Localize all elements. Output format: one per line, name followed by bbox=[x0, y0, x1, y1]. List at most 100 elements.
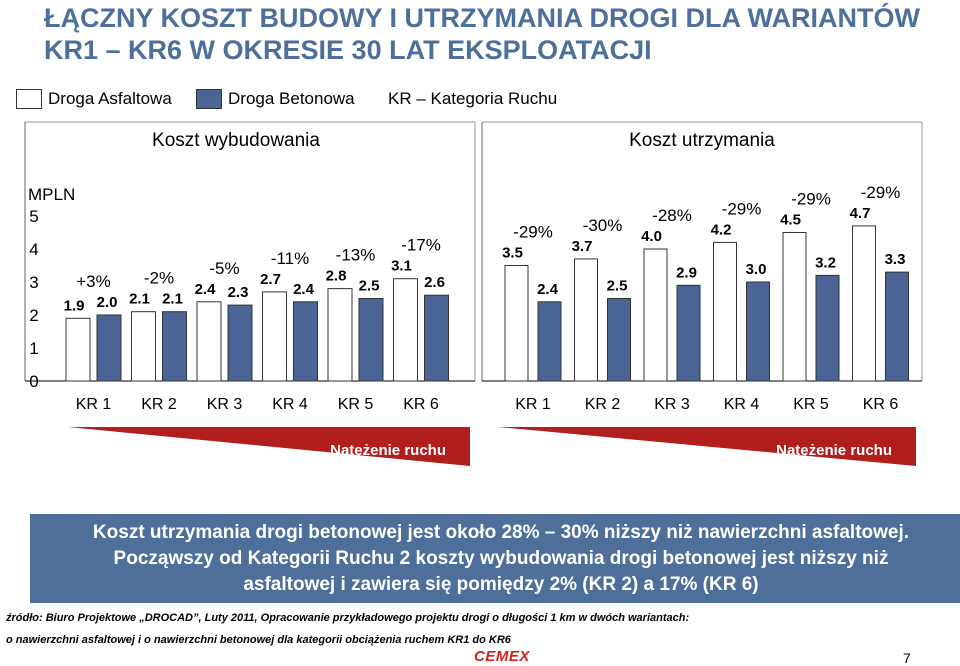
asphalt-value-label: 4.2 bbox=[711, 221, 732, 238]
x-tick-label: KR 5 bbox=[793, 396, 829, 413]
x-tick-label: KR 4 bbox=[724, 396, 760, 413]
asphalt-value-label: 3.1 bbox=[391, 258, 412, 275]
asphalt-bar bbox=[65, 317, 91, 382]
x-tick-label: KR 3 bbox=[207, 396, 243, 413]
percent-change-label: -28% bbox=[652, 206, 692, 225]
asphalt-bar bbox=[504, 265, 529, 382]
cost-chart: Koszt wybudowania 1.9 2.0 +3% KR 1 2.1 2.1 -2% K… bbox=[24, 121, 923, 466]
y-tick-label: 2 bbox=[29, 306, 38, 325]
asphalt-bar bbox=[574, 258, 598, 382]
page-number: 7 bbox=[903, 650, 911, 666]
y-tick-label: 4 bbox=[29, 240, 38, 259]
x-tick-label: KR 3 bbox=[654, 396, 690, 413]
y-tick-label: 5 bbox=[29, 207, 38, 226]
source-line-1: źródło: Biuro Projektowe „DROCAD”, Luty … bbox=[6, 612, 690, 624]
concrete-value-label: 2.1 bbox=[162, 291, 183, 308]
asphalt-value-label: 2.1 bbox=[129, 291, 150, 308]
concrete-value-label: 2.3 bbox=[228, 284, 249, 301]
panel-title: Koszt utrzymania bbox=[629, 130, 775, 151]
percent-change-label: +3% bbox=[76, 272, 111, 291]
asphalt-value-label: 1.9 bbox=[64, 297, 85, 314]
percent-change-label: -17% bbox=[401, 236, 441, 255]
legend-kr-label: KR – Kategoria Ruchu bbox=[388, 89, 558, 108]
x-tick-label: KR 4 bbox=[272, 396, 308, 413]
percent-change-label: -29% bbox=[513, 223, 553, 242]
traffic-arrow bbox=[498, 427, 916, 466]
percent-change-label: -29% bbox=[722, 199, 762, 218]
x-tick-label: KR 6 bbox=[863, 396, 899, 413]
asphalt-value-label: 3.5 bbox=[502, 245, 523, 262]
asphalt-bar bbox=[852, 225, 876, 382]
panel-title: Koszt wybudowania bbox=[152, 130, 320, 151]
concrete-bar bbox=[815, 274, 840, 382]
y-tick-label: 1 bbox=[29, 339, 38, 358]
asphalt-value-label: 2.8 bbox=[326, 268, 347, 285]
traffic-arrow bbox=[68, 427, 470, 466]
summary-line-2: Począwszy od Kategorii Ruchu 2 koszty wy… bbox=[113, 548, 889, 569]
concrete-bar bbox=[162, 311, 187, 382]
title-line-2: KR1 – KR6 W OKRESIE 30 LAT EKSPLOATACJI bbox=[44, 35, 652, 65]
asphalt-bar bbox=[131, 311, 156, 382]
asphalt-value-label: 2.4 bbox=[195, 281, 217, 298]
asphalt-value-label: 4.0 bbox=[641, 228, 662, 245]
asphalt-value-label: 3.7 bbox=[572, 238, 593, 255]
y-axis-label: MPLN bbox=[28, 185, 75, 204]
summary-line-1: Koszt utrzymania drogi betonowej jest ok… bbox=[92, 522, 910, 543]
summary-line-3: asfaltowej i zawiera się pomiędzy 2% (KR… bbox=[243, 574, 759, 595]
asphalt-bar bbox=[643, 248, 668, 382]
traffic-arrow-label: Natężenie ruchu bbox=[776, 442, 892, 459]
y-tick-label: 3 bbox=[29, 273, 38, 292]
x-tick-label: KR 6 bbox=[403, 396, 439, 413]
asphalt-value-label: 4.7 bbox=[850, 205, 871, 222]
concrete-bar bbox=[676, 284, 701, 382]
legend-kr: KR – Kategoria Ruchu bbox=[388, 86, 557, 112]
source-line-2: o nawierzchni asfaltowej i o nawierzchni… bbox=[6, 634, 511, 646]
percent-change-label: -13% bbox=[336, 246, 376, 265]
slide-title: ŁĄCZNY KOSZT BUDOWY I UTRZYMANIA DROGI D… bbox=[44, 2, 944, 66]
legend-concrete: Droga Betonowa bbox=[196, 86, 355, 112]
title-line-1: ŁĄCZNY KOSZT BUDOWY I UTRZYMANIA DROGI D… bbox=[44, 3, 920, 33]
concrete-value-label: 2.9 bbox=[676, 264, 697, 281]
concrete-value-label: 2.5 bbox=[607, 278, 628, 295]
traffic-arrow-label: Natężenie ruchu bbox=[330, 442, 446, 459]
asphalt-value-label: 4.5 bbox=[780, 212, 801, 229]
concrete-value-label: 3.0 bbox=[746, 261, 767, 278]
percent-change-label: -5% bbox=[209, 259, 239, 278]
x-tick-label: KR 5 bbox=[338, 396, 374, 413]
percent-change-label: -11% bbox=[271, 249, 309, 268]
concrete-bar bbox=[96, 314, 122, 382]
concrete-bar bbox=[293, 301, 318, 382]
concrete-value-label: 3.2 bbox=[815, 254, 836, 271]
concrete-value-label: 2.0 bbox=[97, 294, 118, 311]
concrete-bar bbox=[537, 301, 562, 382]
concrete-value-label: 3.3 bbox=[885, 251, 906, 268]
concrete-bar bbox=[424, 294, 449, 382]
x-tick-label: KR 1 bbox=[76, 396, 112, 413]
percent-change-label: -29% bbox=[791, 190, 831, 209]
asphalt-bar bbox=[262, 291, 287, 382]
x-tick-label: KR 2 bbox=[141, 396, 177, 413]
concrete-bar bbox=[746, 281, 770, 382]
cemex-logo: CEMEX bbox=[474, 648, 530, 665]
concrete-swatch bbox=[196, 89, 222, 109]
asphalt-value-label: 2.7 bbox=[260, 271, 281, 288]
concrete-bar bbox=[227, 304, 253, 382]
concrete-value-label: 2.6 bbox=[424, 274, 445, 291]
concrete-bar bbox=[885, 271, 909, 382]
legend-concrete-label: Droga Betonowa bbox=[228, 89, 355, 108]
percent-change-label: -2% bbox=[144, 269, 174, 288]
asphalt-bar bbox=[713, 241, 737, 382]
concrete-bar bbox=[358, 298, 384, 382]
legend-asphalt-label: Droga Asfaltowa bbox=[48, 89, 172, 108]
y-tick-label: 0 bbox=[29, 372, 38, 391]
asphalt-bar bbox=[196, 301, 222, 382]
x-tick-label: KR 1 bbox=[515, 396, 551, 413]
concrete-bar bbox=[607, 298, 631, 382]
summary-box: Koszt utrzymania drogi betonowej jest ok… bbox=[30, 514, 960, 603]
asphalt-bar bbox=[327, 288, 353, 382]
legend-asphalt: Droga Asfaltowa bbox=[16, 86, 172, 112]
percent-change-label: -29% bbox=[861, 183, 901, 202]
concrete-value-label: 2.4 bbox=[537, 281, 559, 298]
concrete-value-label: 2.4 bbox=[293, 281, 315, 298]
asphalt-bar bbox=[393, 278, 418, 382]
